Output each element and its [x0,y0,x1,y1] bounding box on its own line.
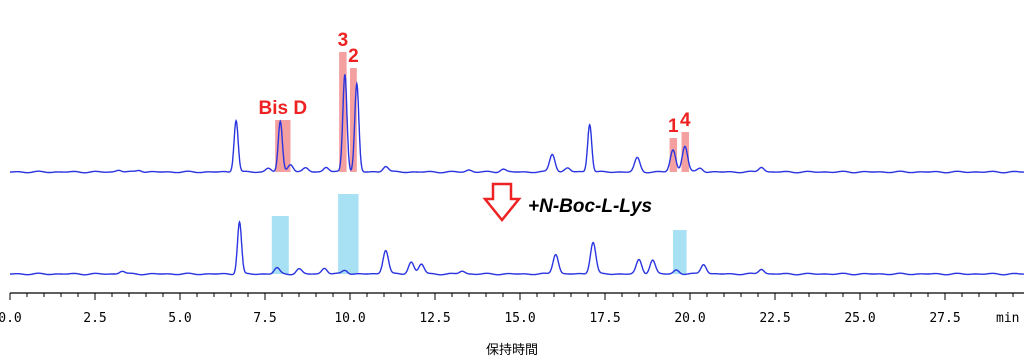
highlight-bar-2-2 [338,194,359,274]
peak-label-3: 3 [338,30,349,51]
highlight-layer-top [275,52,689,172]
peak-label-1: 1 [668,116,679,137]
x-tick-label: 25.0 [844,311,875,326]
x-tick-label: 7.5 [253,311,276,326]
reagent-label: +N-Boc-L-Lys [528,196,652,217]
highlight-bar-2-3 [673,230,687,274]
highlight-layer-bottom [271,194,687,274]
x-tick-label: 2.5 [83,311,106,326]
peak-label-4: 4 [680,110,691,131]
x-tick-label: 17.5 [589,311,620,326]
highlight-bar-1-3 [350,68,357,172]
peak-label-2: 2 [348,46,359,67]
x-tick-label: 15.0 [504,311,535,326]
x-axis-title: 保持時間 [486,343,538,358]
highlight-bar-1-4 [669,138,678,172]
x-tick-label: 27.5 [929,311,960,326]
x-axis-tick-labels: 0.0 2.5 5.0 7.5 10.0 12.5 15.0 17.5 20.0 22.5 25.0… [0,311,961,326]
x-tick-label: 20.0 [674,311,705,326]
highlight-bar-2-1 [271,216,289,274]
x-tick-label: 12.5 [419,311,450,326]
x-axis-unit: min [996,311,1019,326]
x-tick-label: 22.5 [759,311,790,326]
trace-before-reagent [10,74,1024,174]
x-tick-label: 0.0 [0,311,22,326]
trace-after-reagent [10,220,1024,276]
down-arrow-icon [482,182,522,222]
highlight-bar-1-5 [681,132,689,172]
x-axis: 0.0 2.5 5.0 7.5 10.0 12.5 15.0 17.5 20.0 22.5 25.0… [0,292,1024,326]
x-tick-label: 10.0 [334,311,365,326]
x-tick-label: 5.0 [168,311,191,326]
peak-label-bis-d: Bis D [259,98,308,119]
x-axis-ticks [9,293,1014,300]
peak-label-layer: Bis D 32 1 4 [259,30,691,137]
